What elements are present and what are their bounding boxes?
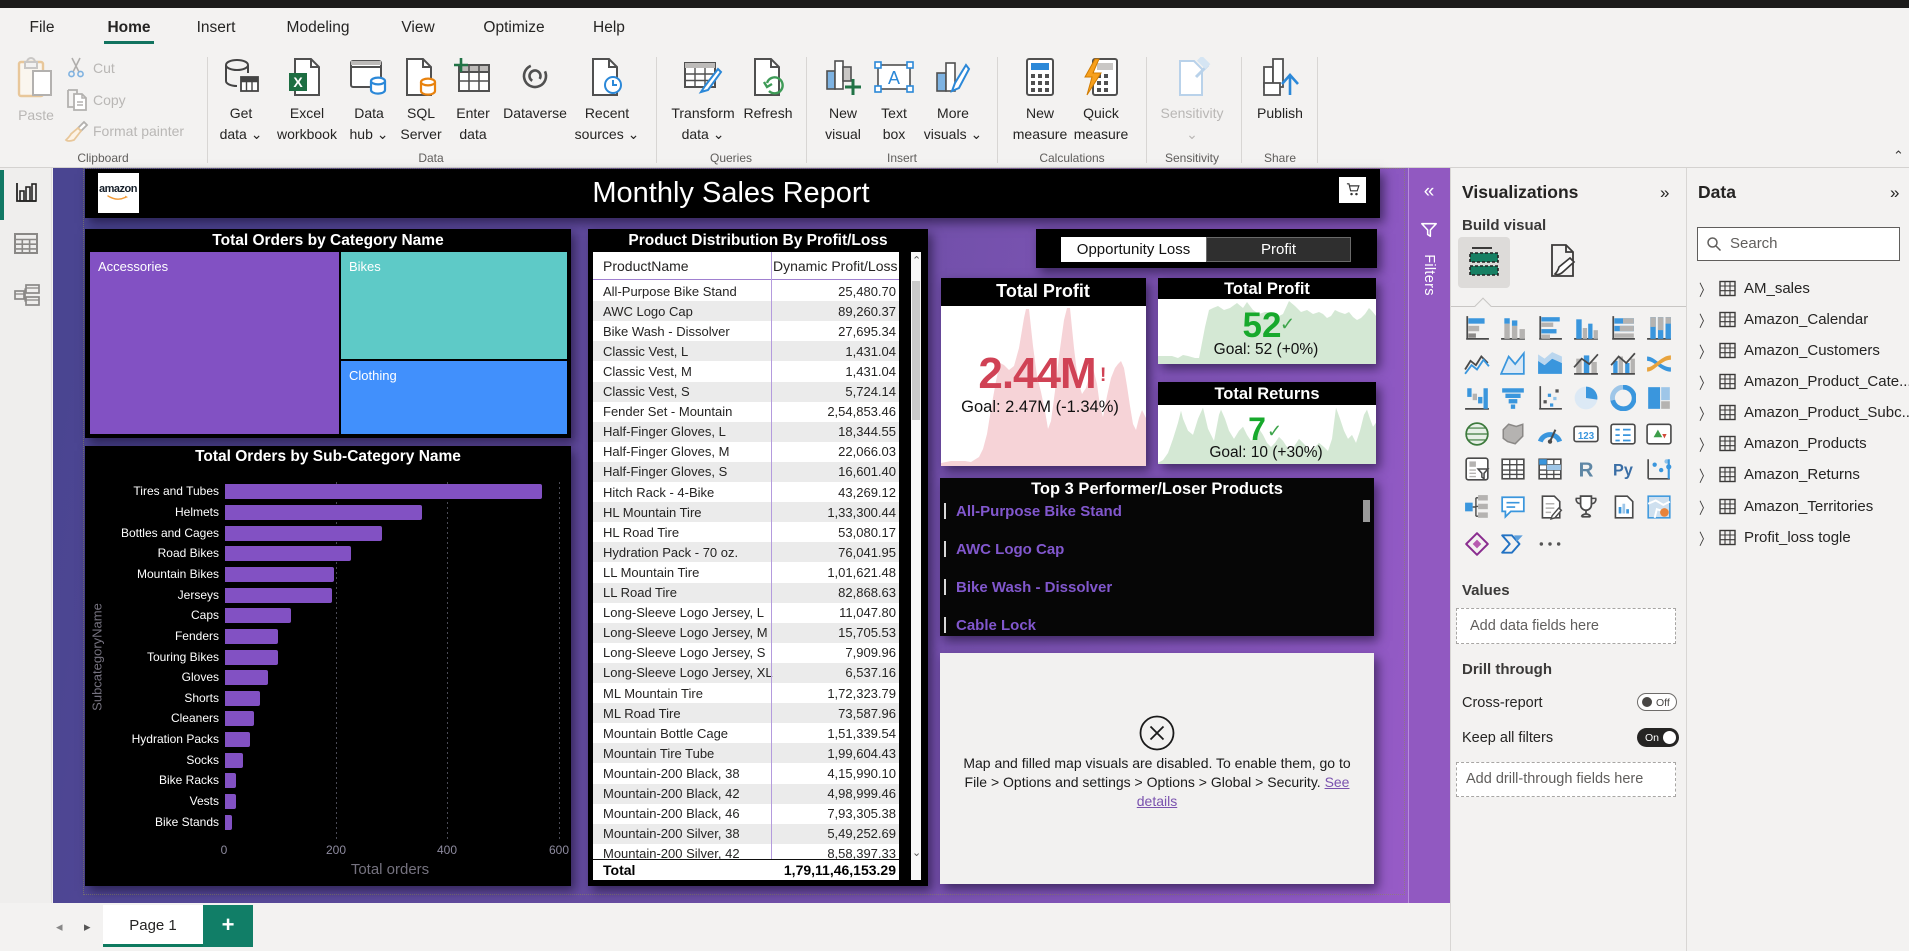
svg-text:X: X xyxy=(293,74,303,90)
svg-text:123: 123 xyxy=(1578,431,1595,442)
svg-text:R: R xyxy=(1579,459,1594,482)
svg-text:Py: Py xyxy=(1613,462,1633,480)
svg-text:A: A xyxy=(888,68,900,88)
